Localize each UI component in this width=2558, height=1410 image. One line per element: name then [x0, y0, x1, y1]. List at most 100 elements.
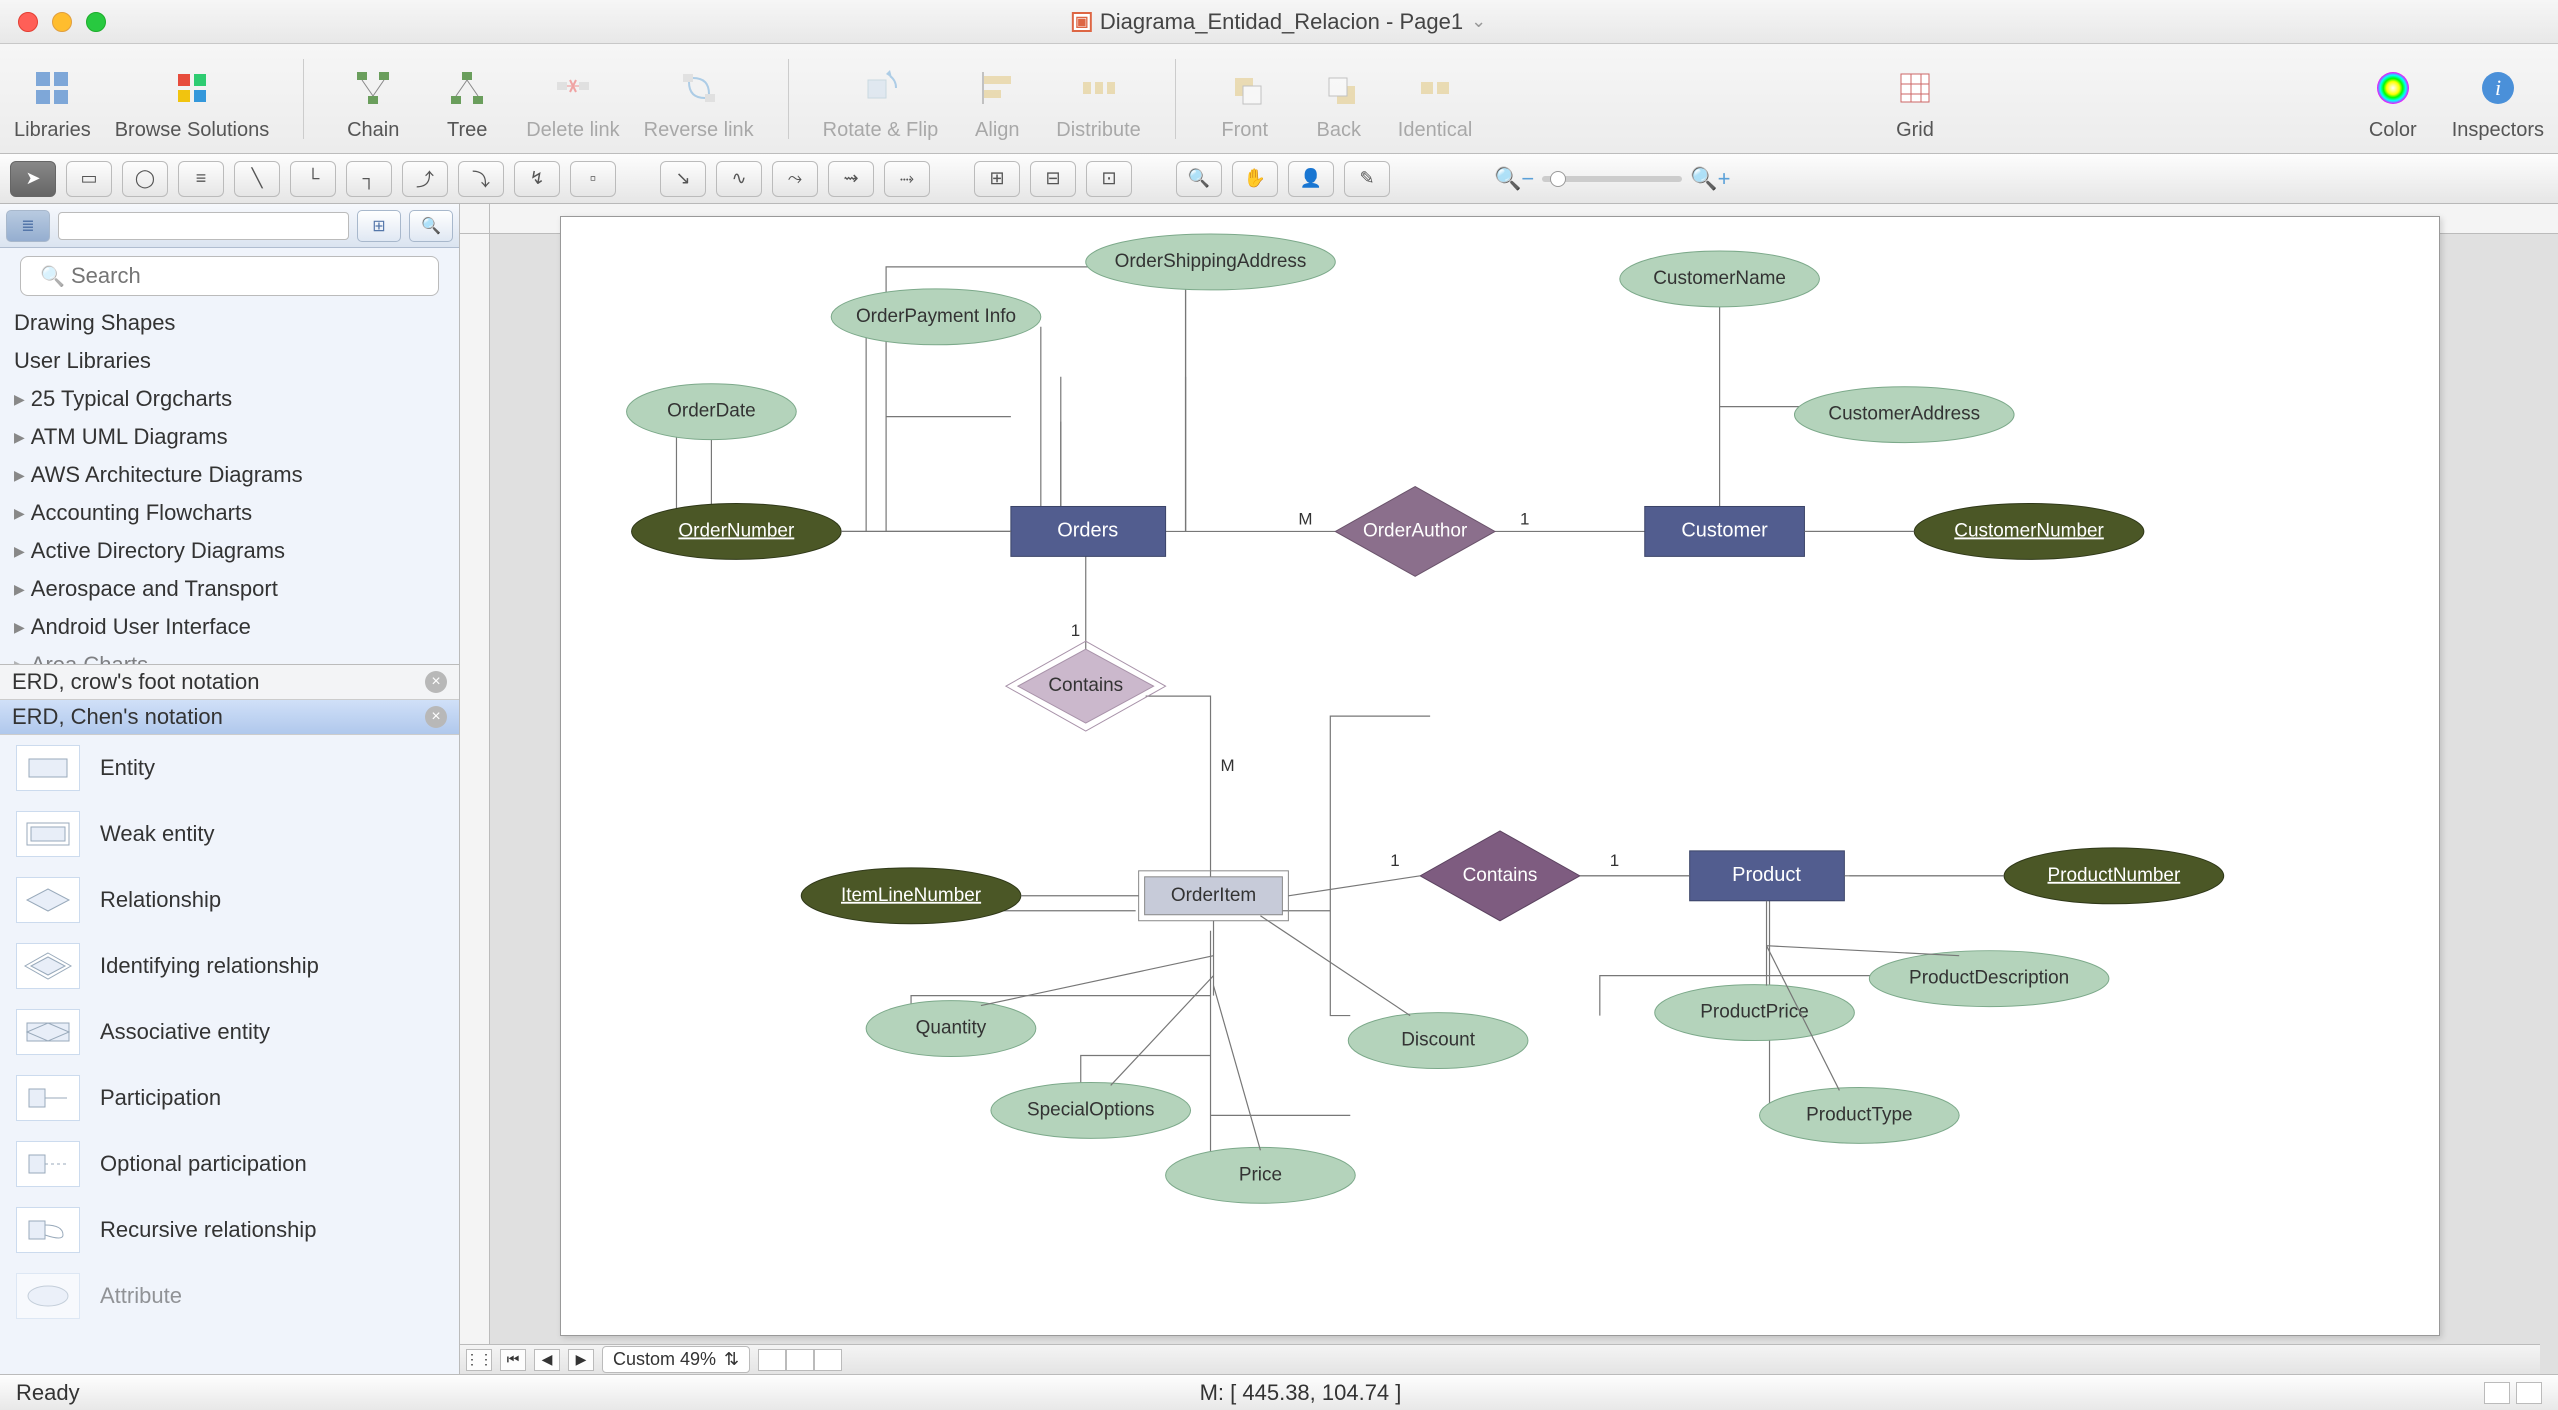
lib-category[interactable]: ▶25 Typical Orgcharts	[0, 380, 459, 418]
grid-button[interactable]: Grid	[1880, 65, 1950, 142]
entity-orders[interactable]: Orders	[1011, 506, 1166, 556]
group-tool-1[interactable]: ⊞	[974, 161, 1020, 197]
shape-entity[interactable]: Entity	[0, 735, 459, 801]
search-input[interactable]	[20, 256, 439, 296]
conn-tool-6[interactable]: ▫	[570, 161, 616, 197]
rel-contains2[interactable]: Contains	[1420, 831, 1580, 921]
attr-productnumber[interactable]: ProductNumber	[2004, 848, 2224, 904]
zoom-slider[interactable]	[1542, 176, 1682, 182]
attr-productdescription[interactable]: ProductDescription	[1869, 951, 2109, 1007]
color-button[interactable]: Color	[2358, 65, 2428, 142]
close-icon[interactable]: ×	[425, 671, 447, 693]
attr-customeraddress[interactable]: CustomerAddress	[1794, 387, 2014, 443]
svg-text:ProductPrice: ProductPrice	[1700, 1002, 1809, 1023]
attr-itemlinenumber[interactable]: ItemLineNumber	[801, 868, 1021, 924]
shape-relationship[interactable]: Relationship	[0, 867, 459, 933]
sidebar-search-icon[interactable]: 🔍	[409, 210, 453, 242]
lib-category[interactable]: ▶AWS Architecture Diagrams	[0, 456, 459, 494]
conn-tool-2[interactable]: ┐	[346, 161, 392, 197]
ellipse-tool[interactable]: ◯	[122, 161, 168, 197]
text-tool[interactable]: ≡	[178, 161, 224, 197]
chain-button[interactable]: Chain	[338, 65, 408, 142]
conn-tool-3[interactable]: ⤴	[402, 161, 448, 197]
lib-category[interactable]: ▶ATM UML Diagrams	[0, 418, 459, 456]
close-icon[interactable]: ×	[425, 706, 447, 728]
conn-tool-5[interactable]: ↯	[514, 161, 560, 197]
tree-button[interactable]: Tree	[432, 65, 502, 142]
attr-customernumber[interactable]: CustomerNumber	[1914, 503, 2144, 559]
prev-page-icon[interactable]: ◀	[534, 1349, 560, 1371]
pan-icon[interactable]: ✋	[1232, 161, 1278, 197]
tab-chen[interactable]: ERD, Chen's notation ×	[0, 700, 459, 735]
conn-tool-1[interactable]: └	[290, 161, 336, 197]
collapse-icon[interactable]: ⋮⋮	[466, 1349, 492, 1371]
attr-productprice[interactable]: ProductPrice	[1655, 985, 1855, 1041]
page-tabs[interactable]	[758, 1349, 842, 1371]
shape-identifying-relationship[interactable]: Identifying relationship	[0, 933, 459, 999]
attr-customername[interactable]: CustomerName	[1620, 251, 1820, 307]
zoom-select[interactable]: Custom 49%⇅	[602, 1346, 750, 1373]
canvas-page[interactable]: Orders Customer OrderItem Product	[560, 216, 2440, 1336]
line-tool[interactable]: ╲	[234, 161, 280, 197]
entity-orderitem[interactable]: OrderItem	[1139, 871, 1289, 921]
attr-producttype[interactable]: ProductType	[1760, 1087, 1960, 1143]
first-page-icon[interactable]: ⏮	[500, 1349, 526, 1371]
align-button: Align	[962, 65, 1032, 142]
group-tool-3[interactable]: ⊡	[1086, 161, 1132, 197]
rel-contains1[interactable]: Contains	[1006, 641, 1166, 731]
entity-customer[interactable]: Customer	[1645, 506, 1805, 556]
shape-associative-entity[interactable]: Associative entity	[0, 999, 459, 1065]
shape-attribute[interactable]: Attribute	[0, 1263, 459, 1329]
zoom-in-icon2[interactable]: 🔍+	[1690, 166, 1730, 192]
smart-line-5[interactable]: ⤑	[884, 161, 930, 197]
shape-recursive-relationship[interactable]: Recursive relationship	[0, 1197, 459, 1263]
attr-specialoptions[interactable]: SpecialOptions	[991, 1082, 1191, 1138]
shape-optional-participation[interactable]: Optional participation	[0, 1131, 459, 1197]
smart-line-1[interactable]: ↘	[660, 161, 706, 197]
person-icon[interactable]: 👤	[1288, 161, 1334, 197]
zoom-in-icon[interactable]: 🔍	[1176, 161, 1222, 197]
sidebar-tab-outline[interactable]: ≣	[6, 210, 50, 242]
tab-crows-foot[interactable]: ERD, crow's foot notation ×	[0, 665, 459, 700]
sidebar-view-grid[interactable]: ⊞	[357, 210, 401, 242]
libraries-button[interactable]: Libraries	[14, 65, 91, 142]
canvas-area[interactable]: Orders Customer OrderItem Product	[460, 204, 2558, 1374]
attr-orderdate[interactable]: OrderDate	[627, 384, 797, 440]
entity-product[interactable]: Product	[1690, 851, 1845, 901]
attr-orderpayment[interactable]: OrderPayment Info	[831, 289, 1041, 345]
inspectors-button[interactable]: i Inspectors	[2452, 65, 2544, 142]
chevron-down-icon[interactable]: ⌄	[1471, 11, 1486, 32]
sidebar-top-field[interactable]	[58, 212, 349, 240]
attr-ordershipping[interactable]: OrderShippingAddress	[1086, 234, 1336, 290]
lib-category[interactable]: ▶Active Directory Diagrams	[0, 532, 459, 570]
lib-category[interactable]: ▶Android User Interface	[0, 608, 459, 646]
attr-price[interactable]: Price	[1166, 1147, 1356, 1203]
next-page-icon[interactable]: ▶	[568, 1349, 594, 1371]
lib-category[interactable]: User Libraries	[0, 342, 459, 380]
smart-line-2[interactable]: ∿	[716, 161, 762, 197]
minimize-icon[interactable]	[52, 12, 72, 32]
lib-category[interactable]: ▶Area Charts	[0, 646, 459, 664]
status-ic1[interactable]	[2484, 1382, 2510, 1404]
lib-category[interactable]: ▶Aerospace and Transport	[0, 570, 459, 608]
close-icon[interactable]	[18, 12, 38, 32]
conn-tool-4[interactable]: ⤵	[458, 161, 504, 197]
rel-orderauthor[interactable]: OrderAuthor	[1335, 487, 1495, 577]
pencil-icon[interactable]: ✎	[1344, 161, 1390, 197]
rect-tool[interactable]: ▭	[66, 161, 112, 197]
maximize-icon[interactable]	[86, 12, 106, 32]
status-ic2[interactable]	[2516, 1382, 2542, 1404]
browse-solutions-button[interactable]: Browse Solutions	[115, 65, 270, 142]
smart-line-4[interactable]: ⇝	[828, 161, 874, 197]
pointer-tool[interactable]: ➤	[10, 161, 56, 197]
group-tool-2[interactable]: ⊟	[1030, 161, 1076, 197]
shape-weak-entity[interactable]: Weak entity	[0, 801, 459, 867]
attr-ordernumber[interactable]: OrderNumber	[632, 503, 842, 559]
attr-quantity[interactable]: Quantity	[866, 1001, 1036, 1057]
smart-line-3[interactable]: ⤳	[772, 161, 818, 197]
zoom-out-icon[interactable]: 🔍−	[1494, 166, 1534, 192]
lib-category[interactable]: ▶Accounting Flowcharts	[0, 494, 459, 532]
attr-discount[interactable]: Discount	[1348, 1013, 1528, 1069]
shape-participation[interactable]: Participation	[0, 1065, 459, 1131]
lib-category[interactable]: Drawing Shapes	[0, 304, 459, 342]
